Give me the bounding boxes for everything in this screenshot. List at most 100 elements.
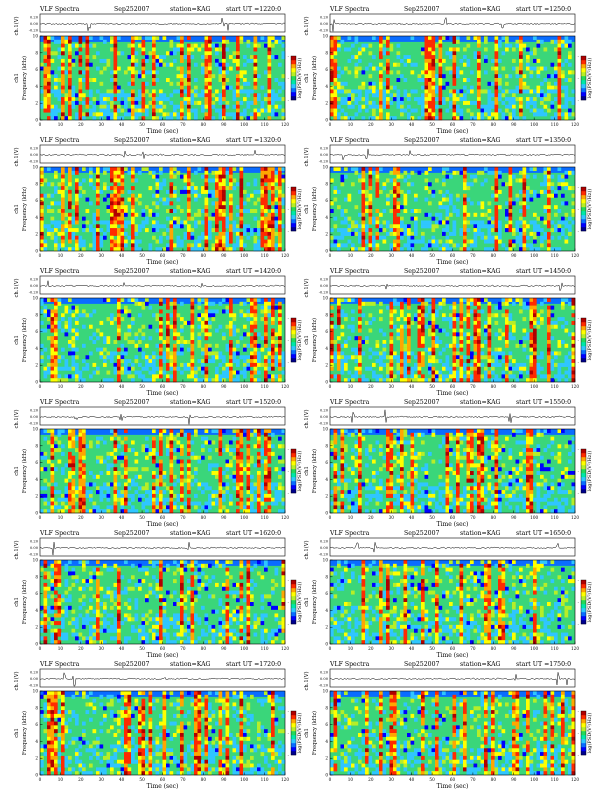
spectrogram-cell bbox=[498, 175, 502, 179]
spectrogram-cell bbox=[334, 47, 338, 51]
spectrogram-cell bbox=[369, 240, 373, 244]
spectrogram-cell bbox=[495, 47, 499, 51]
spectrogram-cell bbox=[376, 232, 380, 236]
spectrogram-cell bbox=[138, 112, 142, 116]
spectrogram-cell bbox=[89, 201, 93, 205]
spectrogram-cell bbox=[572, 374, 576, 378]
spectrogram-cell bbox=[208, 232, 212, 236]
spectrogram-cell bbox=[205, 97, 209, 101]
spectrogram-cell bbox=[222, 217, 226, 221]
spectrogram-cell bbox=[533, 228, 537, 232]
spectrogram-cell bbox=[456, 209, 460, 213]
spectrogram-cell bbox=[432, 217, 436, 221]
spectrogram-cell bbox=[477, 325, 481, 329]
spectrogram-cell bbox=[82, 78, 86, 82]
spectrogram-cell bbox=[51, 317, 55, 321]
spectrogram-cell bbox=[488, 97, 492, 101]
spectrogram-cell bbox=[184, 186, 188, 190]
spectrogram-cell bbox=[477, 232, 481, 236]
spectrogram-cell bbox=[282, 44, 286, 48]
spectrogram-cell bbox=[460, 89, 464, 93]
spectrogram-cell bbox=[495, 74, 499, 78]
spectrogram-cell bbox=[268, 306, 272, 310]
spectrogram-cell bbox=[100, 101, 104, 105]
spectrogram-cell bbox=[523, 220, 527, 224]
spectrogram-cell bbox=[261, 363, 265, 367]
spectrogram-cell bbox=[226, 86, 230, 90]
spectrogram-cell bbox=[47, 224, 51, 228]
spectrogram-cell bbox=[537, 93, 541, 97]
spectrogram-cell bbox=[369, 171, 373, 175]
spectrogram-cell bbox=[61, 101, 65, 105]
spectrogram-cell bbox=[222, 298, 226, 302]
spectrogram-cell bbox=[257, 363, 261, 367]
spectrogram-cell bbox=[344, 232, 348, 236]
spectrogram-cell bbox=[47, 363, 51, 367]
spectrogram-cell bbox=[456, 40, 460, 44]
spectrogram-cell bbox=[278, 232, 282, 236]
spectrogram-cell bbox=[44, 240, 48, 244]
spectrogram-cell bbox=[93, 363, 97, 367]
spectrogram-cell bbox=[61, 348, 65, 352]
spectrogram-cell bbox=[519, 59, 523, 63]
spectrogram-cell bbox=[376, 67, 380, 71]
spectrogram-cell bbox=[460, 171, 464, 175]
spectrogram-cell bbox=[491, 228, 495, 232]
spectrogram-cell bbox=[271, 313, 275, 317]
spectrogram-cell bbox=[198, 101, 202, 105]
spectrogram-cell bbox=[547, 247, 551, 251]
spectrogram-cell bbox=[205, 190, 209, 194]
spectrogram-cell bbox=[425, 112, 429, 116]
spectrogram-cell bbox=[421, 363, 425, 367]
spectrogram-cell bbox=[502, 182, 506, 186]
spectrogram-cell bbox=[177, 82, 181, 86]
spectrogram-cell bbox=[107, 371, 111, 375]
spectrogram-cell bbox=[400, 247, 404, 251]
spectrogram-cell bbox=[233, 359, 237, 363]
spectrogram-cell bbox=[505, 247, 509, 251]
spectrogram-cell bbox=[383, 47, 387, 51]
spectrogram-cell bbox=[537, 325, 541, 329]
spectrogram-cell bbox=[138, 36, 142, 40]
spectrogram-cell bbox=[212, 378, 216, 382]
spectrogram-cell bbox=[149, 378, 153, 382]
spectrogram-cell bbox=[495, 182, 499, 186]
spectrogram-cell bbox=[519, 82, 523, 86]
spectrogram-cell bbox=[355, 228, 359, 232]
spectrogram-cell bbox=[264, 340, 268, 344]
spectrogram-cell bbox=[467, 44, 471, 48]
spectrogram-cell bbox=[117, 217, 121, 221]
spectrogram-cell bbox=[219, 355, 223, 359]
spectrogram-cell bbox=[358, 213, 362, 217]
spectrogram-cell bbox=[82, 167, 86, 171]
spectrogram-cell bbox=[229, 325, 233, 329]
spectrogram-cell bbox=[222, 178, 226, 182]
spectrogram-cell bbox=[177, 116, 181, 120]
colorbar-segment bbox=[581, 227, 586, 231]
spectrogram-cell bbox=[523, 240, 527, 244]
spectrogram-cell bbox=[86, 313, 90, 317]
spectrogram-cell bbox=[240, 40, 244, 44]
spectrogram-cell bbox=[533, 336, 537, 340]
spectrogram-cell bbox=[498, 78, 502, 82]
spectrogram-cell bbox=[330, 47, 334, 51]
spectrogram-cell bbox=[397, 359, 401, 363]
spectrogram-cell bbox=[547, 97, 551, 101]
spectrogram-cell bbox=[65, 309, 69, 313]
spectrogram-cell bbox=[215, 371, 219, 375]
spectrogram-cell bbox=[61, 40, 65, 44]
spectrogram-cell bbox=[149, 213, 153, 217]
spectrogram-cell bbox=[407, 332, 411, 336]
spectrogram-cell bbox=[208, 236, 212, 240]
spectrogram-cell bbox=[509, 205, 513, 209]
spectrogram-cell bbox=[397, 220, 401, 224]
spectrogram-cell bbox=[205, 105, 209, 109]
spectrogram-cell bbox=[173, 374, 177, 378]
spectrogram-cell bbox=[173, 175, 177, 179]
spectrogram-cell bbox=[82, 217, 86, 221]
spectrogram-cell bbox=[330, 367, 334, 371]
spectrogram-cell bbox=[208, 116, 212, 120]
spectrogram-cell bbox=[72, 367, 76, 371]
spectrogram-cell bbox=[495, 247, 499, 251]
